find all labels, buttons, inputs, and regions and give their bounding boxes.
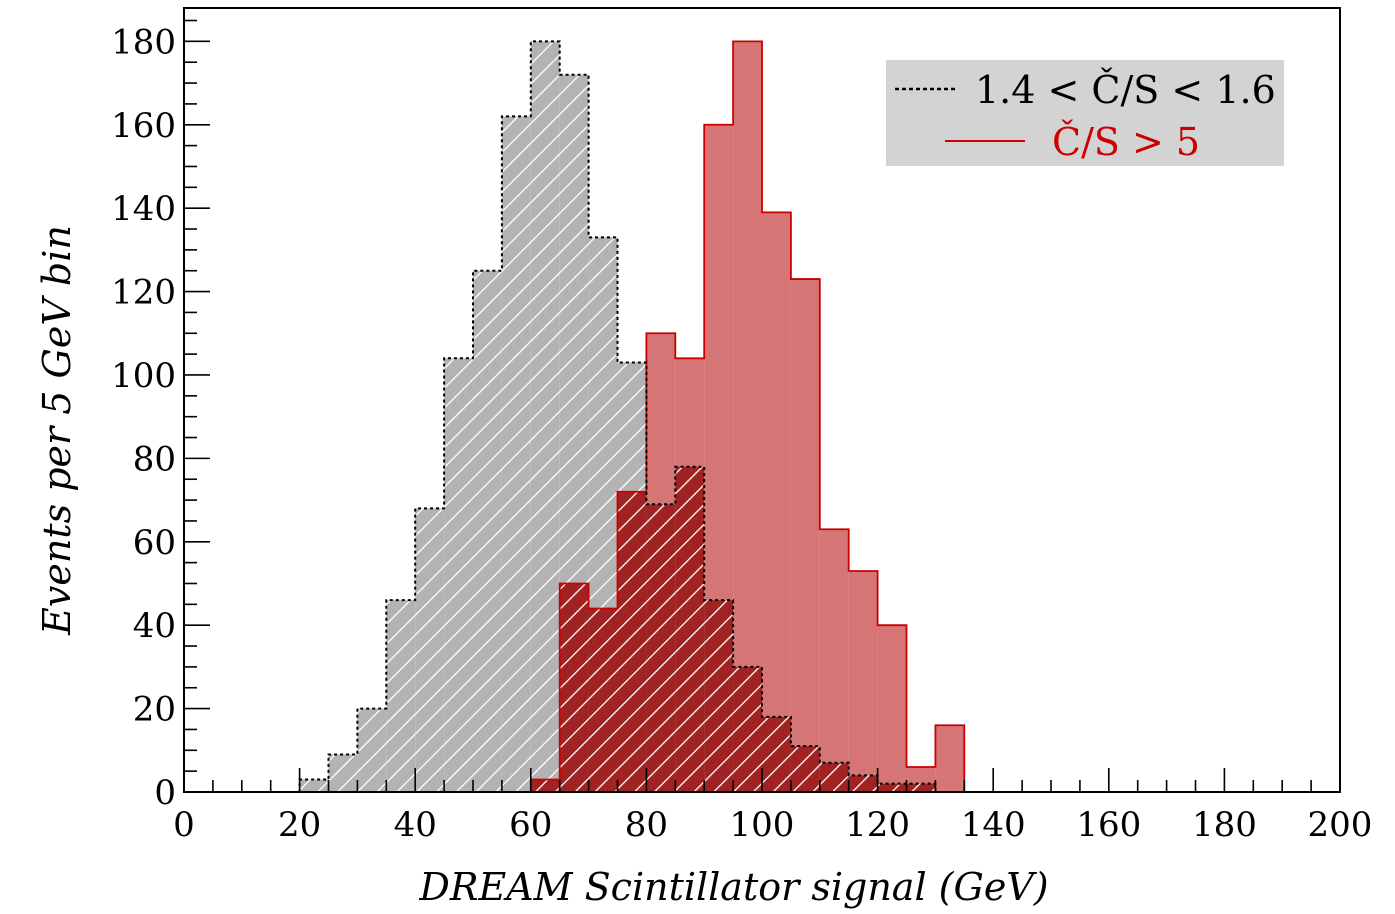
red-bar — [819, 529, 849, 792]
gray-bar-hatch — [501, 116, 531, 792]
y-tick-label: 20 — [133, 690, 176, 730]
gray-bar-hatch — [877, 783, 907, 792]
red-bar — [790, 279, 820, 792]
y-tick-label: 180 — [111, 22, 176, 62]
x-tick-label: 20 — [278, 805, 321, 845]
gray-bar-hatch — [848, 775, 878, 792]
y-tick-label: 100 — [111, 356, 176, 396]
gray-bar-hatch — [906, 783, 936, 792]
x-tick-label: 160 — [1076, 805, 1141, 845]
y-axis-title: Events per 5 GeV bin — [35, 225, 79, 636]
legend-label-cs-range: 1.4 < Č/S < 1.6 — [975, 68, 1276, 112]
legend-label-cs-high: Č/S > 5 — [1052, 120, 1200, 164]
y-tick-label: 60 — [133, 523, 176, 563]
y-tick-label: 140 — [111, 189, 176, 229]
legend-box — [886, 60, 1284, 166]
red-bar — [877, 625, 907, 792]
gray-bar-hatch — [617, 362, 647, 792]
red-bar — [848, 570, 878, 792]
y-tick-label: 40 — [133, 606, 176, 646]
gray-bar-hatch — [357, 708, 387, 792]
gray-bar-hatch — [299, 779, 329, 792]
x-tick-label: 200 — [1308, 805, 1373, 845]
gray-series-outline — [298, 40, 965, 792]
y-tick-label: 80 — [133, 439, 176, 479]
axis-ticks: 0 20 40 60 80 100 120 140 160 180 200 0 20 40 60 80 100 1… — [111, 19, 1373, 845]
gray-bar-hatch — [819, 762, 849, 792]
gray-bar-hatch — [704, 600, 734, 792]
x-tick-label: 40 — [394, 805, 437, 845]
gray-bar-hatch — [328, 754, 358, 792]
x-tick-label: 140 — [961, 805, 1026, 845]
gray-bar-hatch — [473, 270, 502, 792]
gray-bar-hatch — [675, 466, 705, 792]
gray-bar-hatch — [444, 358, 473, 792]
red-series-outline — [529, 40, 966, 792]
x-tick-label: 0 — [173, 805, 195, 845]
x-tick-label: 80 — [625, 805, 668, 845]
x-tick-label: 60 — [509, 805, 552, 845]
gray-bar-hatch — [762, 716, 791, 792]
x-axis-title: DREAM Scintillator signal (GeV) — [418, 865, 1048, 909]
red-bar — [762, 212, 791, 792]
legend: 1.4 < Č/S < 1.6 Č/S > 5 — [886, 60, 1284, 166]
x-tick-label: 180 — [1192, 805, 1257, 845]
x-tick-label: 100 — [730, 805, 795, 845]
y-tick-label: 120 — [111, 273, 176, 313]
gray-bar-hatch — [386, 600, 416, 792]
gray-bar-hatch — [530, 41, 560, 792]
gray-bar-hatch — [646, 504, 676, 792]
gray-bar-hatch — [733, 666, 762, 792]
red-bar — [935, 725, 965, 792]
x-tick-label: 120 — [845, 805, 910, 845]
gray-bar-hatch — [415, 508, 445, 792]
gray-bar-hatch — [790, 746, 820, 792]
y-tick-label: 0 — [154, 773, 176, 813]
gray-bar-hatch — [559, 74, 589, 792]
y-tick-label: 160 — [111, 106, 176, 146]
gray-bar-hatch — [588, 237, 618, 792]
series-layer — [298, 40, 966, 792]
